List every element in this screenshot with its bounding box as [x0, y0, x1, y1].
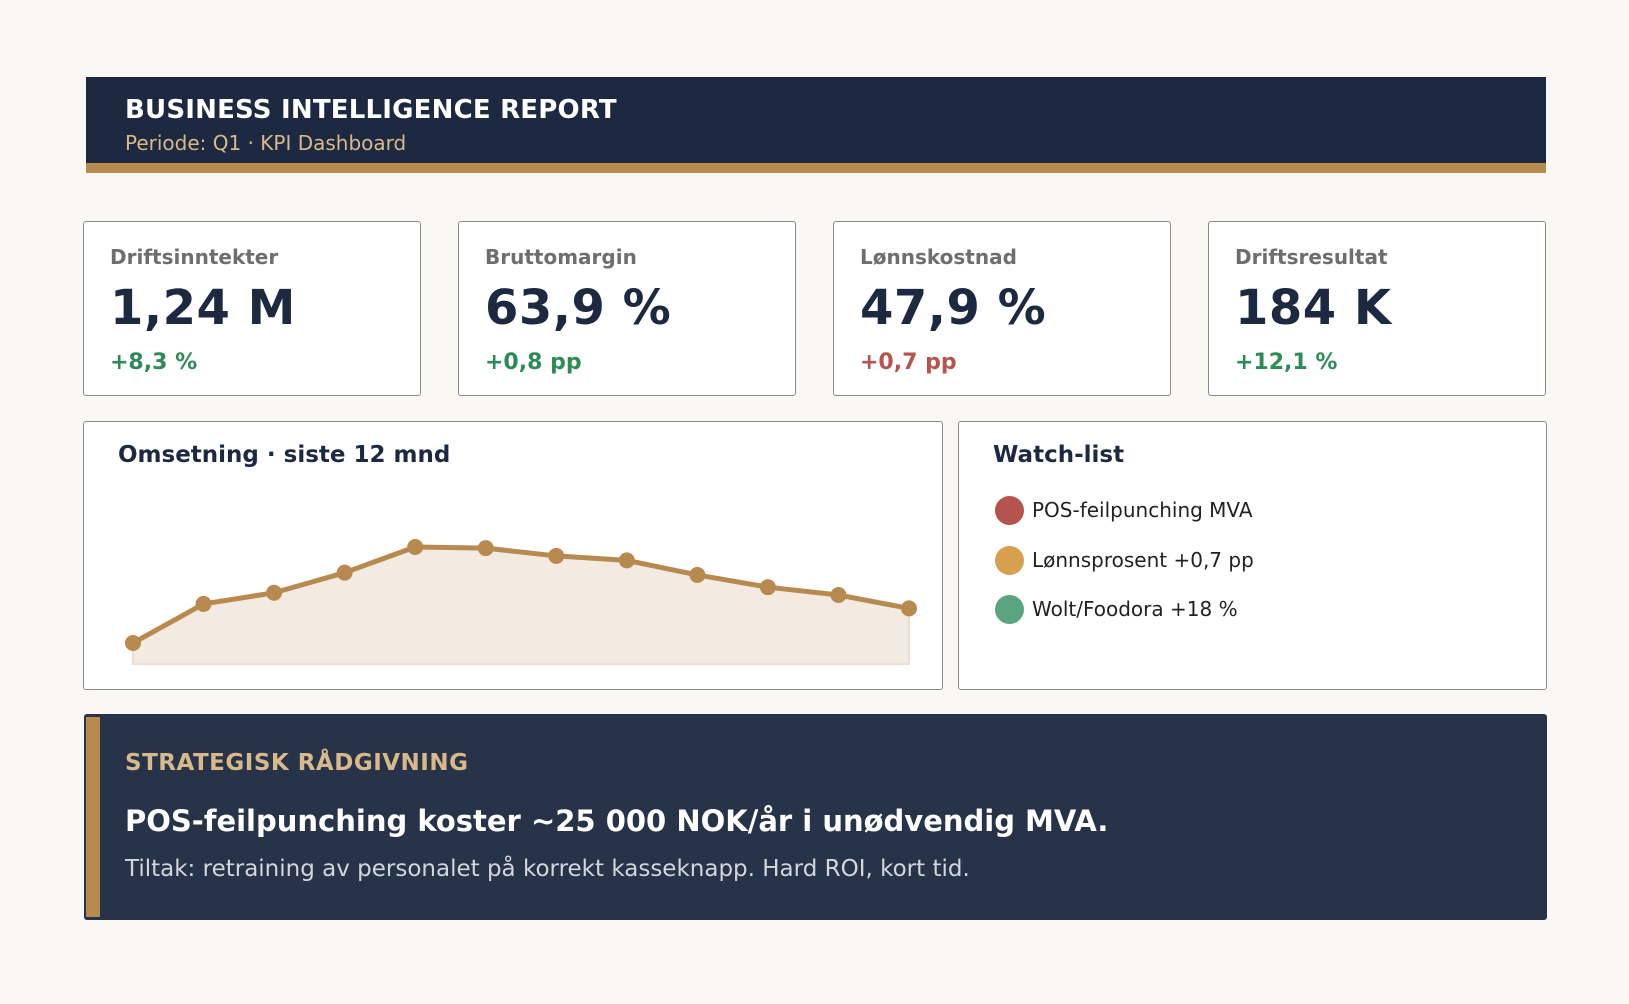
kpi-delta: +0,8 pp: [485, 350, 582, 375]
chart-area-fill: [132, 545, 910, 665]
revenue-chart-panel: Omsetning · siste 12 mnd: [83, 421, 943, 690]
chart-point: [830, 587, 847, 603]
chart-point: [125, 635, 141, 651]
report-title: BUSINESS INTELLIGENCE REPORT: [125, 95, 617, 125]
kpi-value: 184 K: [1235, 280, 1392, 336]
watchlist-item-text: Lønnsprosent +0,7 pp: [1032, 548, 1254, 572]
status-dot-icon: [995, 545, 1024, 575]
status-dot-icon: [995, 594, 1024, 624]
kpi-card-lonnskostnad: Lønnskostnad 47,9 % +0,7 pp: [833, 221, 1171, 396]
report-subtitle: Periode: Q1 · KPI Dashboard: [125, 131, 407, 155]
kpi-label: Driftsinntekter: [110, 245, 279, 269]
kpi-label: Lønnskostnad: [860, 245, 1017, 269]
kpi-card-driftsresultat: Driftsresultat 184 K +12,1 %: [1208, 221, 1546, 396]
watchlist-panel: Watch-list POS-feilpunching MVA Lønnspro…: [958, 421, 1547, 690]
advice-accent-bar: [86, 717, 100, 917]
watchlist-title: Watch-list: [993, 442, 1125, 468]
chart-point: [195, 595, 212, 612]
chart-point: [407, 539, 424, 555]
kpi-value: 63,9 %: [485, 280, 672, 336]
chart-point: [901, 600, 917, 617]
chart-point: [618, 552, 635, 569]
watchlist-item: POS-feilpunching MVA: [995, 495, 1253, 525]
strategic-advice-panel: STRATEGISK RÅDGIVNING POS-feilpunching k…: [84, 714, 1547, 920]
chart-point: [548, 547, 565, 564]
chart-series-line: [131, 544, 910, 646]
advice-kicker: STRATEGISK RÅDGIVNING: [125, 750, 469, 776]
kpi-value: 47,9 %: [860, 280, 1047, 336]
chart-point: [689, 566, 706, 583]
kpi-label: Bruttomargin: [485, 245, 637, 269]
chart-point: [336, 564, 353, 581]
kpi-value: 1,24 M: [110, 280, 296, 336]
kpi-label: Driftsresultat: [1235, 245, 1388, 269]
status-dot-icon: [995, 495, 1024, 525]
chart-point: [477, 540, 494, 557]
chart-point: [759, 579, 776, 596]
kpi-card-bruttomargin: Bruttomargin 63,9 % +0,8 pp: [458, 221, 796, 396]
chart-point: [266, 584, 283, 601]
chart-title: Omsetning · siste 12 mnd: [118, 442, 451, 468]
revenue-chart: [125, 539, 917, 665]
advice-headline: POS-feilpunching koster ~25 000 NOK/år i…: [125, 804, 1109, 838]
kpi-delta: +12,1 %: [1235, 350, 1338, 375]
kpi-delta: +8,3 %: [110, 350, 198, 375]
kpi-delta: +0,7 pp: [860, 350, 957, 375]
watchlist-item-text: POS-feilpunching MVA: [1032, 498, 1253, 522]
report-header: BUSINESS INTELLIGENCE REPORT Periode: Q1…: [86, 77, 1546, 173]
header-accent-bar: [86, 163, 1546, 173]
kpi-card-driftsinntekter: Driftsinntekter 1,24 M +8,3 %: [83, 221, 421, 396]
watchlist-item: Wolt/Foodora +18 %: [995, 594, 1238, 624]
watchlist-item-text: Wolt/Foodora +18 %: [1032, 597, 1238, 621]
watchlist-item: Lønnsprosent +0,7 pp: [995, 545, 1254, 575]
advice-body: Tiltak: retraining av personalet på korr…: [125, 856, 970, 882]
